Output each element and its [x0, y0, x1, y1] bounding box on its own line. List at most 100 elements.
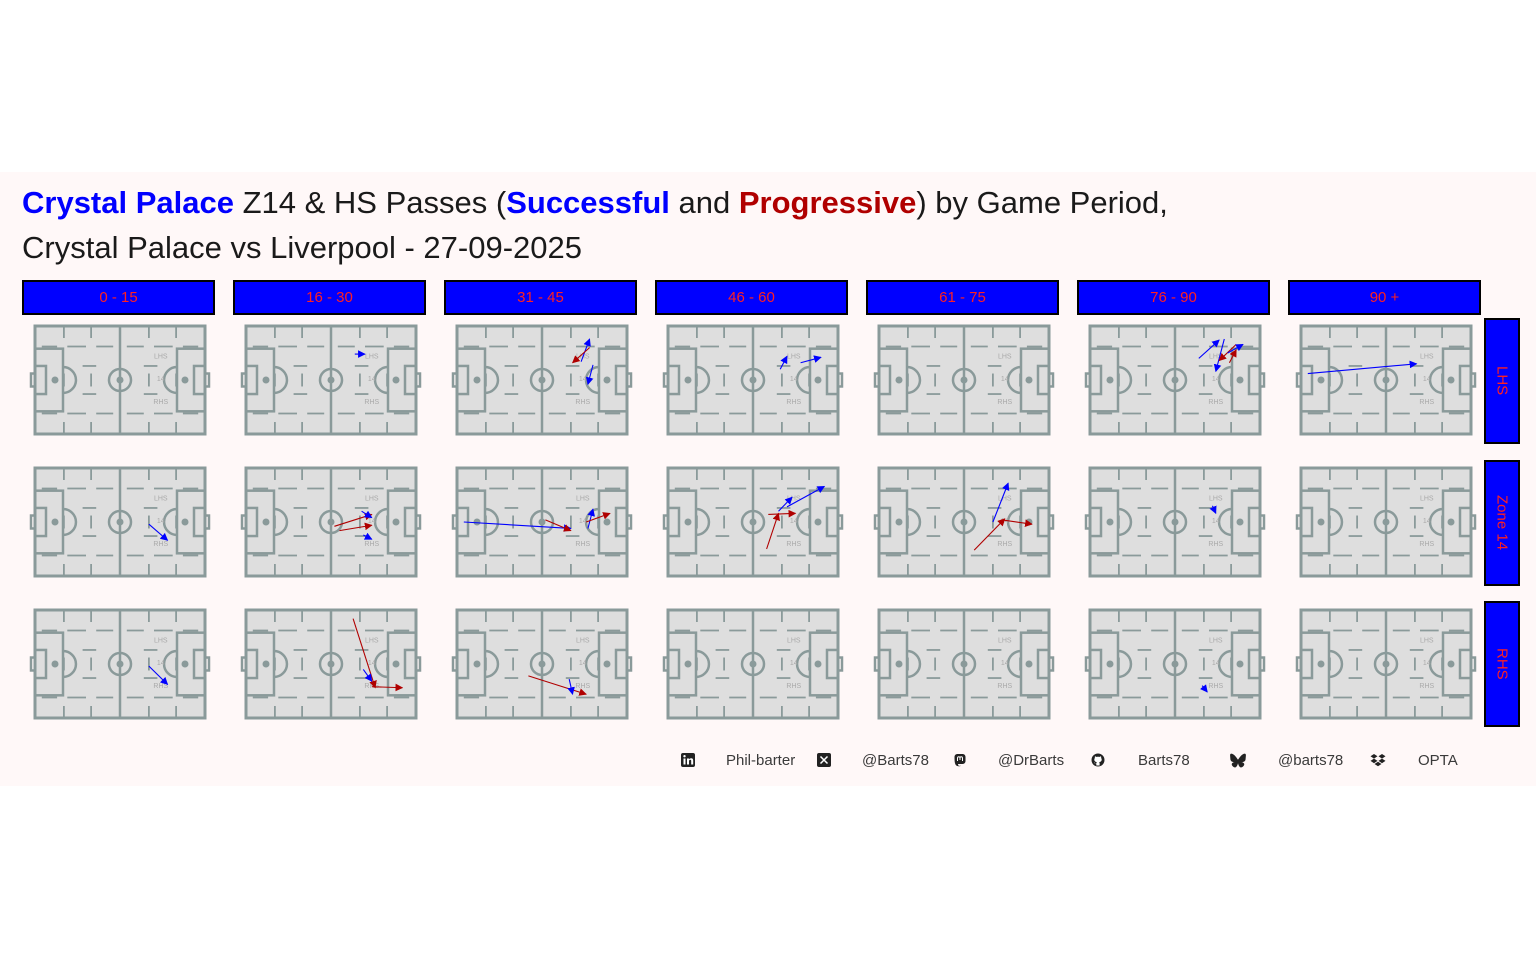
pitch-3-lhs: LHS 14 RHS — [662, 324, 844, 436]
centre-circle — [740, 367, 766, 393]
successful-pass-arrow — [587, 508, 595, 529]
goal — [625, 514, 633, 530]
penalty-arc — [695, 507, 711, 537]
pitch-1-z14: LHS 14 RHS — [240, 466, 422, 578]
centre-circle — [318, 509, 344, 535]
penalty-arc — [273, 365, 289, 395]
zone-label-lhs: LHS — [787, 495, 801, 502]
successful-pass-arrow — [1307, 360, 1418, 375]
period-strip-1: 16 - 30 — [233, 280, 426, 315]
penalty-spot — [1317, 376, 1325, 384]
zone-label-rhs: RHS — [575, 541, 590, 548]
goal — [451, 514, 459, 530]
penalty-arc — [795, 507, 811, 537]
penalty-spot — [684, 660, 692, 668]
pitch-3-rhs: LHS 14 RHS — [662, 608, 844, 720]
penalty-spot — [51, 518, 59, 526]
footer-x-text: @Barts78 — [862, 752, 929, 769]
chart-title-line2: Crystal Palace vs Liverpool - 27-09-2025 — [22, 230, 582, 265]
successful-pass-arrow — [580, 338, 591, 362]
centre-spot — [749, 518, 757, 526]
zone-label-rhs: RHS — [997, 541, 1012, 548]
penalty-arc — [795, 649, 811, 679]
pitch-5-rhs: LHS 14 RHS — [1084, 608, 1266, 720]
goal — [873, 514, 881, 530]
centre-circle — [529, 651, 555, 677]
pitch-0-rhs: LHS 14 RHS — [29, 608, 211, 720]
zone-strip-rhs-label: RHS — [1493, 648, 1511, 680]
footer-mastodon-text: @DrBarts — [998, 752, 1065, 769]
penalty-arc — [1328, 365, 1344, 395]
pitch-6-rhs: LHS 14 RHS — [1295, 608, 1477, 720]
centre-circle — [1373, 651, 1399, 677]
linkedin-icon[interactable] — [681, 753, 695, 767]
zone-label-lhs: LHS — [154, 637, 168, 644]
pitch-2-rhs: LHS 14 RHS — [451, 608, 633, 720]
penalty-spot — [603, 518, 611, 526]
successful-pass-arrow — [463, 521, 572, 532]
penalty-spot — [603, 660, 611, 668]
progressive-pass-arrow — [371, 683, 404, 692]
zone-label-lhs: LHS — [576, 495, 590, 502]
penalty-spot — [473, 660, 481, 668]
centre-spot — [116, 376, 124, 384]
goal — [203, 514, 211, 530]
zone-label-rhs: RHS — [1208, 399, 1223, 406]
penalty-arc — [373, 649, 389, 679]
successful-pass-arrow — [800, 355, 822, 364]
centre-circle — [740, 509, 766, 535]
successful-pass-arrow — [778, 496, 793, 512]
successful-pass-arrow — [148, 523, 169, 541]
goal — [414, 656, 422, 672]
pitch-2-z14: LHS 14 RHS — [451, 466, 633, 578]
penalty-spot — [262, 518, 270, 526]
goal — [1084, 372, 1092, 388]
mastodon-icon[interactable] — [953, 753, 967, 767]
zone-label-rhs: RHS — [786, 683, 801, 690]
goal — [836, 372, 844, 388]
penalty-arc — [162, 507, 178, 537]
penalty-spot — [473, 518, 481, 526]
penalty-spot — [392, 376, 400, 384]
penalty-spot — [473, 376, 481, 384]
dropbox-icon[interactable] — [1370, 753, 1386, 767]
successful-pass-arrow — [786, 485, 826, 508]
centre-spot — [327, 518, 335, 526]
zone-label-z14: 14 — [157, 518, 165, 525]
penalty-spot — [1106, 660, 1114, 668]
zone-label-rhs: RHS — [786, 399, 801, 406]
goal — [451, 372, 459, 388]
penalty-spot — [603, 376, 611, 384]
penalty-spot — [51, 660, 59, 668]
progressive-pass-arrow — [528, 675, 587, 696]
goal — [873, 372, 881, 388]
progressive-pass-arrow — [339, 522, 373, 532]
centre-circle — [107, 651, 133, 677]
centre-spot — [1171, 518, 1179, 526]
pitch-0-lhs: LHS 14 RHS — [29, 324, 211, 436]
centre-circle — [951, 509, 977, 535]
penalty-spot — [895, 376, 903, 384]
centre-circle — [318, 651, 344, 677]
penalty-arc — [1217, 507, 1233, 537]
x-twitter-icon[interactable] — [817, 753, 831, 767]
github-icon[interactable] — [1091, 753, 1105, 767]
penalty-arc — [1428, 507, 1444, 537]
pitch-6-lhs: LHS 14 RHS — [1295, 324, 1477, 436]
bluesky-icon[interactable] — [1230, 752, 1246, 768]
pitch-3-z14: LHS 14 RHS — [662, 466, 844, 578]
zone-label-rhs: RHS — [1419, 541, 1434, 548]
penalty-spot — [181, 376, 189, 384]
centre-spot — [1171, 376, 1179, 384]
penalty-spot — [51, 376, 59, 384]
goal — [1295, 656, 1303, 672]
progressive-pass-arrow — [768, 509, 797, 518]
title-part1: Z14 & HS Passes ( — [233, 185, 507, 220]
period-strip-6: 90 + — [1288, 280, 1481, 315]
centre-circle — [1162, 651, 1188, 677]
centre-spot — [960, 376, 968, 384]
zone-label-z14: 14 — [368, 518, 376, 525]
centre-spot — [1382, 376, 1390, 384]
period-strip-5: 76 - 90 — [1077, 280, 1270, 315]
